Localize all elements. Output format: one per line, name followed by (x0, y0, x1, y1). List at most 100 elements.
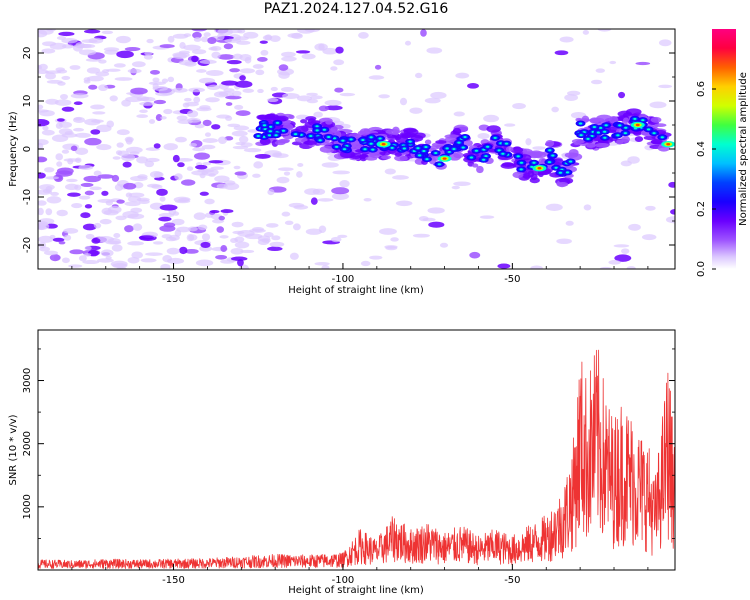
spectrogram-blob (192, 31, 202, 39)
spectrogram-blob (318, 43, 325, 51)
colorbar: 0.0 0.2 0.4 0.6 Normalized spectral amplitu… (696, 29, 749, 277)
spectrogram-blob (217, 33, 225, 41)
spectrogram-blob (309, 95, 323, 100)
spectrogram-blob (269, 241, 285, 248)
spectrogram-blob (321, 162, 339, 168)
spectrogram-blob (368, 75, 385, 80)
spectrogram-ridge-blob (505, 146, 514, 152)
spectrogram-blob (243, 147, 262, 153)
spectrogram-blob (321, 264, 330, 269)
spectrogram-blob (84, 190, 95, 196)
spectrogram-ridge-blob (512, 171, 524, 179)
spectrogram-blob (358, 31, 369, 39)
spectrogram-blob (92, 111, 106, 115)
spectrogram-ridge-blob (621, 135, 631, 143)
spectrogram-blob (208, 160, 224, 164)
spectrogram-blob (324, 99, 342, 106)
spectrogram-blob (504, 123, 516, 127)
spectrogram-blob (239, 75, 246, 81)
spectrogram-blob (132, 223, 143, 231)
spectrogram-blob (90, 104, 105, 110)
spectrogram-blob (116, 50, 134, 59)
spectrogram-ridge-blob (510, 146, 524, 154)
spectrogram-blob (127, 196, 142, 203)
spectrogram-blob (189, 142, 198, 147)
spectrogram-ridge-blob (452, 127, 462, 135)
spectrogram-blob (73, 101, 83, 105)
spectrogram-blob (139, 101, 155, 106)
spectrogram-blob (58, 31, 75, 37)
spectrogram-blob (483, 114, 500, 123)
spectrogram-blob (180, 179, 196, 186)
spectrogram-blob (453, 181, 471, 186)
spectrogram-blob (231, 90, 242, 97)
spectrogram-blob (512, 102, 526, 110)
spectrogram-blob (415, 72, 423, 79)
spectrogram-blob (42, 125, 49, 131)
spectrogram-blob (306, 98, 319, 104)
spectrogram-blob (225, 95, 242, 100)
spectrogram-blob (188, 234, 198, 241)
spectrogram-y-ticks: -20 -10 0 10 20 (22, 28, 675, 270)
spectrogram-blob (136, 96, 150, 102)
spectrogram-blob (121, 153, 136, 162)
spectrogram-blob (38, 200, 47, 206)
spectrogram-noise (38, 29, 675, 269)
spectrogram-ridge-core (532, 161, 536, 164)
spectrogram-ridge-core (599, 126, 603, 129)
spectrogram-blob (295, 50, 311, 54)
spectrogram-blob (530, 265, 543, 269)
spectrogram-blob (195, 164, 208, 170)
spectrogram-ridge-core (579, 134, 583, 137)
spectrogram-blob (90, 129, 101, 135)
spectrogram-blob (193, 96, 201, 104)
spectrogram-x-ticks: -150 -100 -50 (37, 263, 649, 285)
spectrogram-blob (559, 36, 574, 43)
spectrogram-blob (185, 101, 199, 107)
spectrogram-blob (426, 47, 443, 54)
spectrogram-blob (121, 99, 131, 107)
spectrogram-ridge-blob (617, 110, 633, 118)
spectrogram-peak (666, 143, 671, 146)
spectrogram-blob (161, 78, 169, 84)
spectrogram-blob (173, 53, 188, 60)
spectrogram-ridge-blob (365, 156, 378, 161)
spectrogram-ridge-core (519, 168, 523, 171)
spectrogram-ridge-core (603, 130, 607, 133)
spectrogram-blob (111, 244, 123, 252)
spectrogram-blob (198, 77, 216, 84)
spectrogram-ridge-core (327, 135, 331, 138)
spectrogram-blob (63, 228, 79, 234)
spectrogram-blob (331, 187, 350, 195)
spectrogram-blob (618, 91, 626, 99)
spectrogram-y-tick-label: -10 (22, 189, 33, 205)
spectrogram-blob (196, 169, 215, 173)
spectrogram-ridge-core (452, 147, 456, 150)
spectrogram-blob (84, 204, 93, 209)
spectrogram-blob (221, 80, 239, 86)
spectrogram-blob (635, 61, 651, 66)
spectrogram-blob (216, 226, 224, 233)
spectrogram-blob (422, 217, 436, 222)
spectrogram-ridge-core (660, 136, 664, 139)
spectrogram-x-tick-label: -50 (504, 274, 520, 285)
spectrogram-blob (288, 202, 305, 208)
spectrogram-blob (225, 115, 233, 121)
spectrogram-blob (145, 252, 163, 256)
spectrogram-ridge-core (268, 125, 273, 128)
spectrogram-ridge-core (501, 152, 505, 155)
spectrogram-ridge-core (482, 158, 486, 161)
spectrogram-blob (50, 191, 59, 196)
spectrogram-blob (231, 130, 248, 137)
spectrogram-blob (127, 241, 144, 246)
spectrogram-ridge-core (422, 149, 426, 152)
spectrogram-blob (61, 37, 78, 44)
spectrogram-blob (427, 207, 445, 214)
spectrogram-blob (80, 182, 94, 187)
spectrogram-ridge-blob (428, 145, 440, 150)
spectrogram-blob (219, 235, 229, 239)
spectrogram-blob (130, 87, 148, 95)
spectrogram-blob (83, 175, 102, 183)
spectrogram-ridge-core (547, 161, 552, 164)
spectrogram-blob (155, 114, 163, 121)
